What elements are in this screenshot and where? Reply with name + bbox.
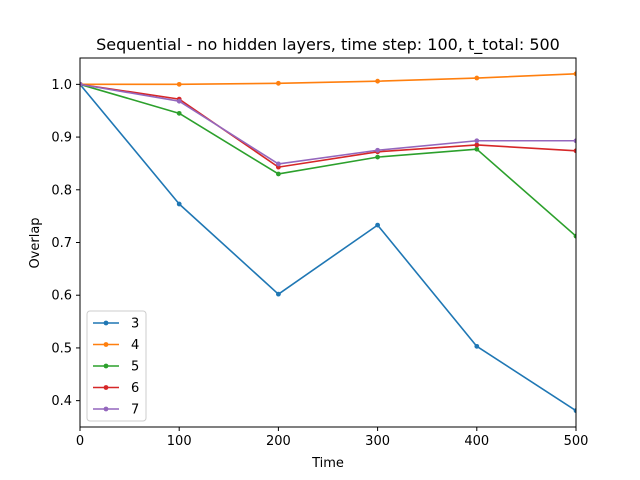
series-3-point <box>375 222 380 228</box>
series-6-point <box>573 148 576 154</box>
series-line-3 <box>80 83 576 412</box>
legend-marker-6 <box>103 385 109 390</box>
legend-marker-4 <box>103 342 109 347</box>
series-3-point <box>573 408 576 414</box>
series-5-point <box>474 146 480 152</box>
series-3-point <box>176 201 182 207</box>
legend-label-4: 4 <box>131 338 139 353</box>
series-7-point <box>474 138 480 144</box>
series-4-point <box>474 75 480 81</box>
series-4-point <box>573 71 576 77</box>
y-tick-label: 1.0 <box>51 78 72 93</box>
y-tick-label: 0.9 <box>51 131 72 146</box>
series-3-point <box>474 343 480 349</box>
y-tick-label: 0.7 <box>51 236 72 251</box>
x-tick-label: 100 <box>167 434 192 449</box>
x-axis-label: Time <box>311 456 344 471</box>
legend: 3 4 5 6 7 <box>86 310 147 422</box>
x-tick-label: 400 <box>464 434 489 449</box>
series-4-point <box>375 78 380 84</box>
series-7-point <box>176 98 182 104</box>
series-5-point <box>375 154 380 160</box>
x-tick-label: 0 <box>76 434 84 449</box>
series-group <box>80 71 576 414</box>
series-4-point <box>276 80 281 86</box>
x-tick-label: 300 <box>365 434 390 449</box>
chart-title: Sequential - no hidden layers, time step… <box>96 35 560 55</box>
legend-label-6: 6 <box>131 381 139 396</box>
legend-label-3: 3 <box>131 317 139 332</box>
series-6-point <box>474 142 480 148</box>
y-axis-label: Overlap <box>28 217 43 268</box>
x-axis: 0 100 200 300 400 500 <box>76 427 589 449</box>
series-7-point <box>276 161 281 167</box>
legend-marker-5 <box>103 363 109 369</box>
y-tick-label: 0.5 <box>51 341 72 356</box>
legend-label-5: 5 <box>131 360 139 375</box>
series-line-4 <box>80 73 576 86</box>
series-5-point <box>276 171 281 177</box>
series-7-point <box>375 147 380 153</box>
series-4-point <box>176 81 182 87</box>
plot-frame <box>79 57 577 428</box>
series-5-point <box>176 110 182 116</box>
series-line-6 <box>80 83 576 168</box>
legend-label-7: 7 <box>131 403 139 418</box>
series-7-point <box>573 138 576 144</box>
legend-marker-7 <box>103 406 109 412</box>
y-tick-label: 0.6 <box>51 289 72 304</box>
series-7-point <box>80 81 83 87</box>
x-tick-label: 200 <box>266 434 291 449</box>
y-tick-label: 0.8 <box>51 183 72 198</box>
series-5-point <box>573 233 576 239</box>
legend-marker-3 <box>103 320 109 326</box>
series-line-5 <box>80 83 576 237</box>
plot-area <box>79 57 577 428</box>
y-axis: 0.4 0.5 0.6 0.7 0.8 0.9 1.0 <box>51 78 80 409</box>
x-tick-label: 500 <box>564 434 589 449</box>
y-tick-label: 0.4 <box>51 394 72 409</box>
series-3-point <box>276 291 281 297</box>
series-line-7 <box>80 83 576 165</box>
